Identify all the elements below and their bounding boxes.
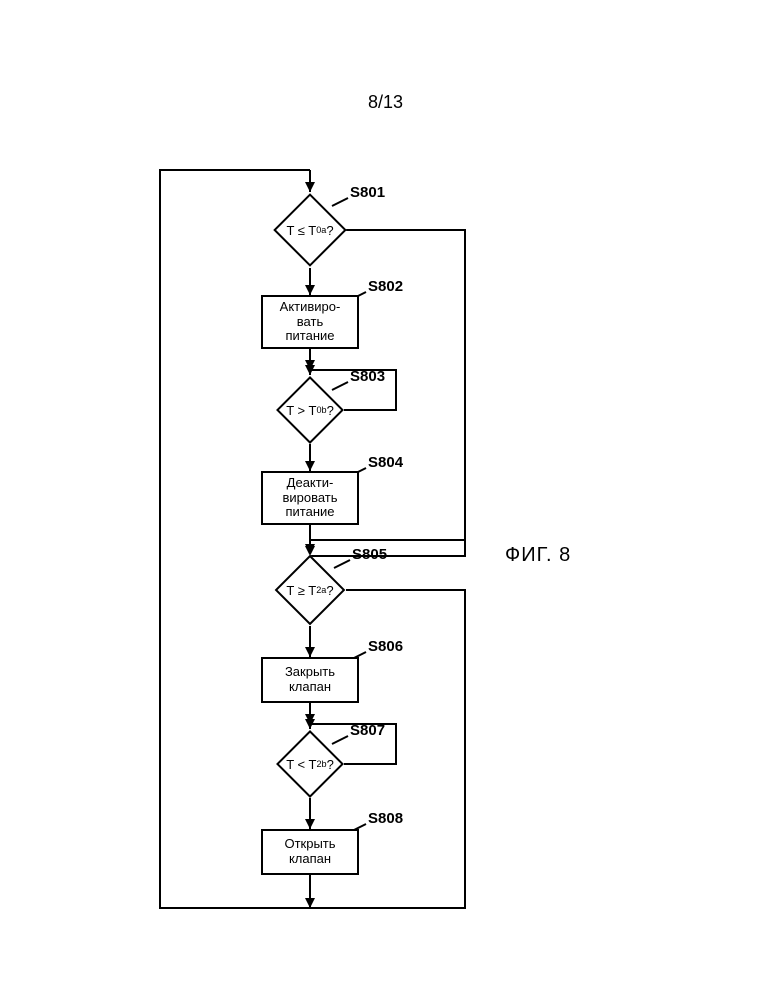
decision-d801: T ≤ T0a ? [284,204,336,256]
decision-d805: T ≥ T2a? [285,565,335,615]
step-label-S807: S807 [350,722,385,739]
page-number: 8/13 [368,92,403,113]
figure-label: ФИГ. 8 [505,544,571,567]
process-p802: Активиро-ватьпитание [261,295,359,349]
decision-text: T ≥ T2a? [275,565,345,615]
process-text: Открытьклапан [284,837,335,867]
step-label-S804: S804 [368,454,403,471]
step-label-S803: S803 [350,368,385,385]
process-p808: Открытьклапан [261,829,359,875]
decision-d807: T < T2b? [286,740,334,788]
decision-d803: T > T0b ? [286,386,334,434]
decision-text: T > T0b ? [276,386,343,434]
process-text: Деакти-вироватьпитание [282,476,337,521]
step-label-S806: S806 [368,638,403,655]
step-label-S808: S808 [368,810,403,827]
decision-text: T ≤ T0a ? [274,204,347,256]
process-text: Закрытьклапан [285,665,335,695]
step-label-S801: S801 [350,184,385,201]
decision-text: T < T2b? [276,740,343,788]
process-p806: Закрытьклапан [261,657,359,703]
step-label-S805: S805 [352,546,387,563]
step-label-S802: S802 [368,278,403,295]
process-p804: Деакти-вироватьпитание [261,471,359,525]
process-text: Активиро-ватьпитание [280,300,341,345]
